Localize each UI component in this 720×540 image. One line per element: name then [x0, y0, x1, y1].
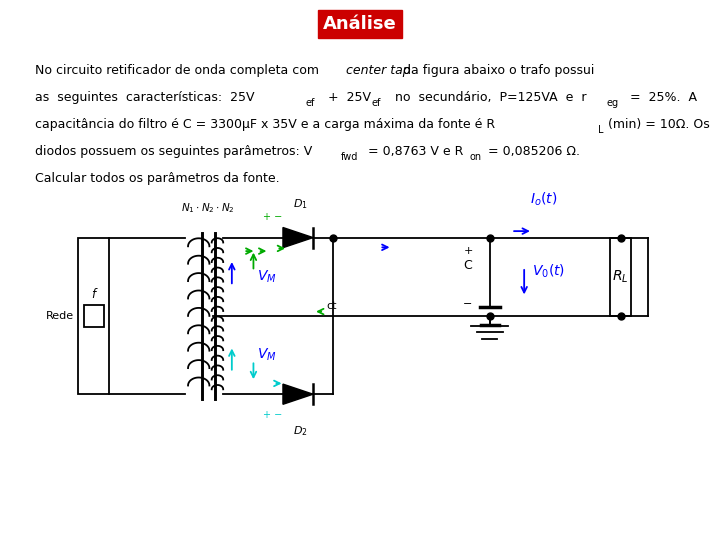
Text: $V_M$: $V_M$ [256, 347, 276, 363]
Text: as  seguintes  características:  25V: as seguintes características: 25V [35, 91, 254, 104]
Polygon shape [283, 384, 313, 404]
Text: on: on [469, 152, 482, 161]
Text: ct: ct [326, 301, 337, 311]
Text: center tap: center tap [346, 64, 410, 77]
Text: Calcular todos os parâmetros da fonte.: Calcular todos os parâmetros da fonte. [35, 172, 279, 185]
Text: eg: eg [607, 98, 619, 107]
Text: ef: ef [372, 98, 381, 107]
Text: $N_1 \cdot N_2 \cdot N_2$: $N_1 \cdot N_2 \cdot N_2$ [181, 201, 235, 215]
Text: −: − [463, 299, 473, 309]
Text: (min) = 10Ω. Os: (min) = 10Ω. Os [608, 118, 709, 131]
Text: $V_M$: $V_M$ [256, 268, 276, 285]
Text: diodos possuem os seguintes parâmetros: V: diodos possuem os seguintes parâmetros: … [35, 145, 312, 158]
Text: ef: ef [305, 98, 315, 107]
Text: L: L [598, 125, 603, 134]
Text: =  25%.  A: = 25%. A [622, 91, 697, 104]
Text: no  secundário,  P=125VA  e  r: no secundário, P=125VA e r [387, 91, 586, 104]
Polygon shape [283, 227, 313, 248]
Text: No circuito retificador de onda completa com: No circuito retificador de onda completa… [35, 64, 323, 77]
Text: f: f [91, 288, 96, 301]
Text: $I_o(t)$: $I_o(t)$ [530, 191, 557, 208]
Text: fwd: fwd [341, 152, 359, 161]
Text: $D_1$: $D_1$ [293, 197, 307, 211]
Bar [84, 305, 104, 327]
Text: C: C [463, 259, 472, 273]
Text: da figura abaixo o trafo possui: da figura abaixo o trafo possui [399, 64, 594, 77]
Text: $V_0(t)$: $V_0(t)$ [532, 262, 565, 280]
Text: = 0,085206 Ω.: = 0,085206 Ω. [484, 145, 580, 158]
Text: + −: + − [263, 410, 282, 420]
Text: $D_2$: $D_2$ [293, 424, 307, 438]
Text: +  25V: + 25V [320, 91, 372, 104]
Text: +: + [463, 246, 473, 256]
Text: capacitância do filtro é C = 3300µF x 35V e a carga máxima da fonte é R: capacitância do filtro é C = 3300µF x 35… [35, 118, 495, 131]
Text: = 0,8763 V e R: = 0,8763 V e R [364, 145, 464, 158]
Text: + −: + − [263, 212, 282, 222]
Text: Rede: Rede [46, 311, 74, 321]
Text: Análise: Análise [323, 15, 397, 33]
Text: $R_L$: $R_L$ [613, 268, 629, 285]
Bar [78, 238, 109, 394]
Bar [610, 238, 631, 316]
